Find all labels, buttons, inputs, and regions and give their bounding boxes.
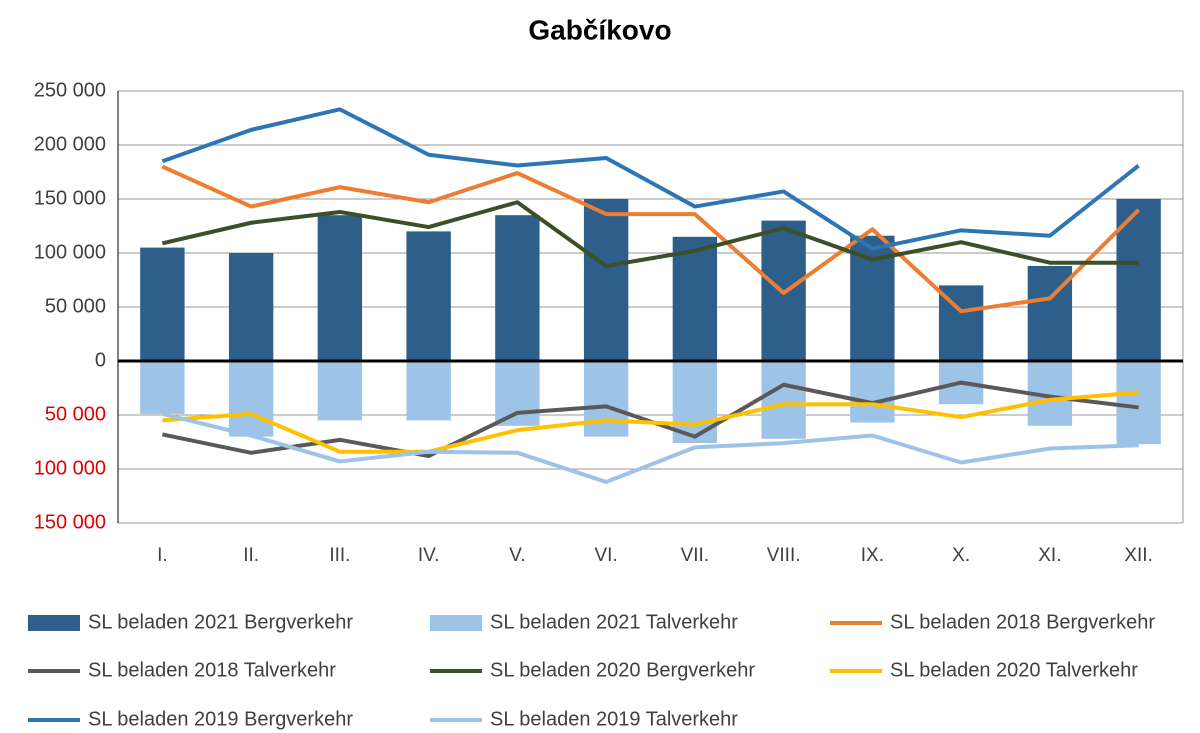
x-tick-label: III. [329, 545, 350, 566]
bar [317, 215, 363, 361]
x-tick-label: V. [509, 545, 525, 566]
y-tick-label: 200 000 [34, 133, 106, 155]
chart-title: Gabčíkovo [528, 14, 671, 45]
line [162, 390, 1139, 454]
bar [495, 215, 540, 361]
bar [228, 361, 274, 437]
line [161, 164, 1141, 314]
legend-label: SL beladen 2019 Talverkehr [490, 708, 738, 730]
bar [583, 199, 629, 361]
line [161, 107, 1140, 251]
legend-swatch [430, 615, 482, 631]
y-tick-label: 150 000 [34, 187, 106, 209]
x-tick-label: VI. [595, 545, 618, 566]
x-tick-label: I. [157, 545, 168, 566]
bar [317, 361, 363, 421]
bar [140, 247, 185, 361]
bar [1116, 361, 1161, 445]
x-tick-label: X. [952, 545, 970, 566]
y-tick-label: 50 000 [45, 403, 106, 425]
legend-label: SL beladen 2019 Bergverkehr [88, 708, 353, 730]
legend-label: SL beladen 2021 Bergverkehr [88, 611, 353, 633]
bar [583, 361, 629, 437]
bar [228, 253, 274, 361]
bar [495, 361, 540, 426]
x-tick-label: VIII. [767, 545, 801, 566]
bar [672, 236, 718, 361]
x-tick-label: IV. [418, 545, 440, 566]
legend-label: SL beladen 2020 Bergverkehr [490, 659, 755, 681]
x-tick-label: II. [243, 545, 259, 566]
y-tick-label: 0 [95, 349, 106, 371]
line [161, 411, 1139, 484]
legend-label: SL beladen 2020 Talverkehr [890, 659, 1138, 681]
legend-label: SL beladen 2018 Bergverkehr [890, 611, 1155, 633]
bar [406, 361, 451, 421]
y-tick-label: 150 000 [34, 511, 106, 533]
x-tick-label: XI. [1038, 545, 1061, 566]
bar [406, 231, 451, 361]
legend-label: SL beladen 2018 Talverkehr [88, 659, 336, 681]
y-tick-label: 50 000 [45, 295, 106, 317]
y-tick-label: 100 000 [34, 457, 106, 479]
y-tick-label: 100 000 [34, 241, 106, 263]
line [161, 380, 1139, 459]
legend-label: SL beladen 2021 Talverkehr [490, 611, 738, 633]
x-tick-label: VII. [681, 545, 710, 566]
y-tick-label: 250 000 [34, 79, 106, 101]
x-tick-label: IX. [861, 545, 884, 566]
x-tick-label: XII. [1124, 545, 1153, 566]
bar [761, 361, 806, 439]
bar [140, 361, 185, 414]
line [161, 200, 1139, 268]
bar [850, 361, 895, 423]
legend-swatch [28, 615, 80, 631]
